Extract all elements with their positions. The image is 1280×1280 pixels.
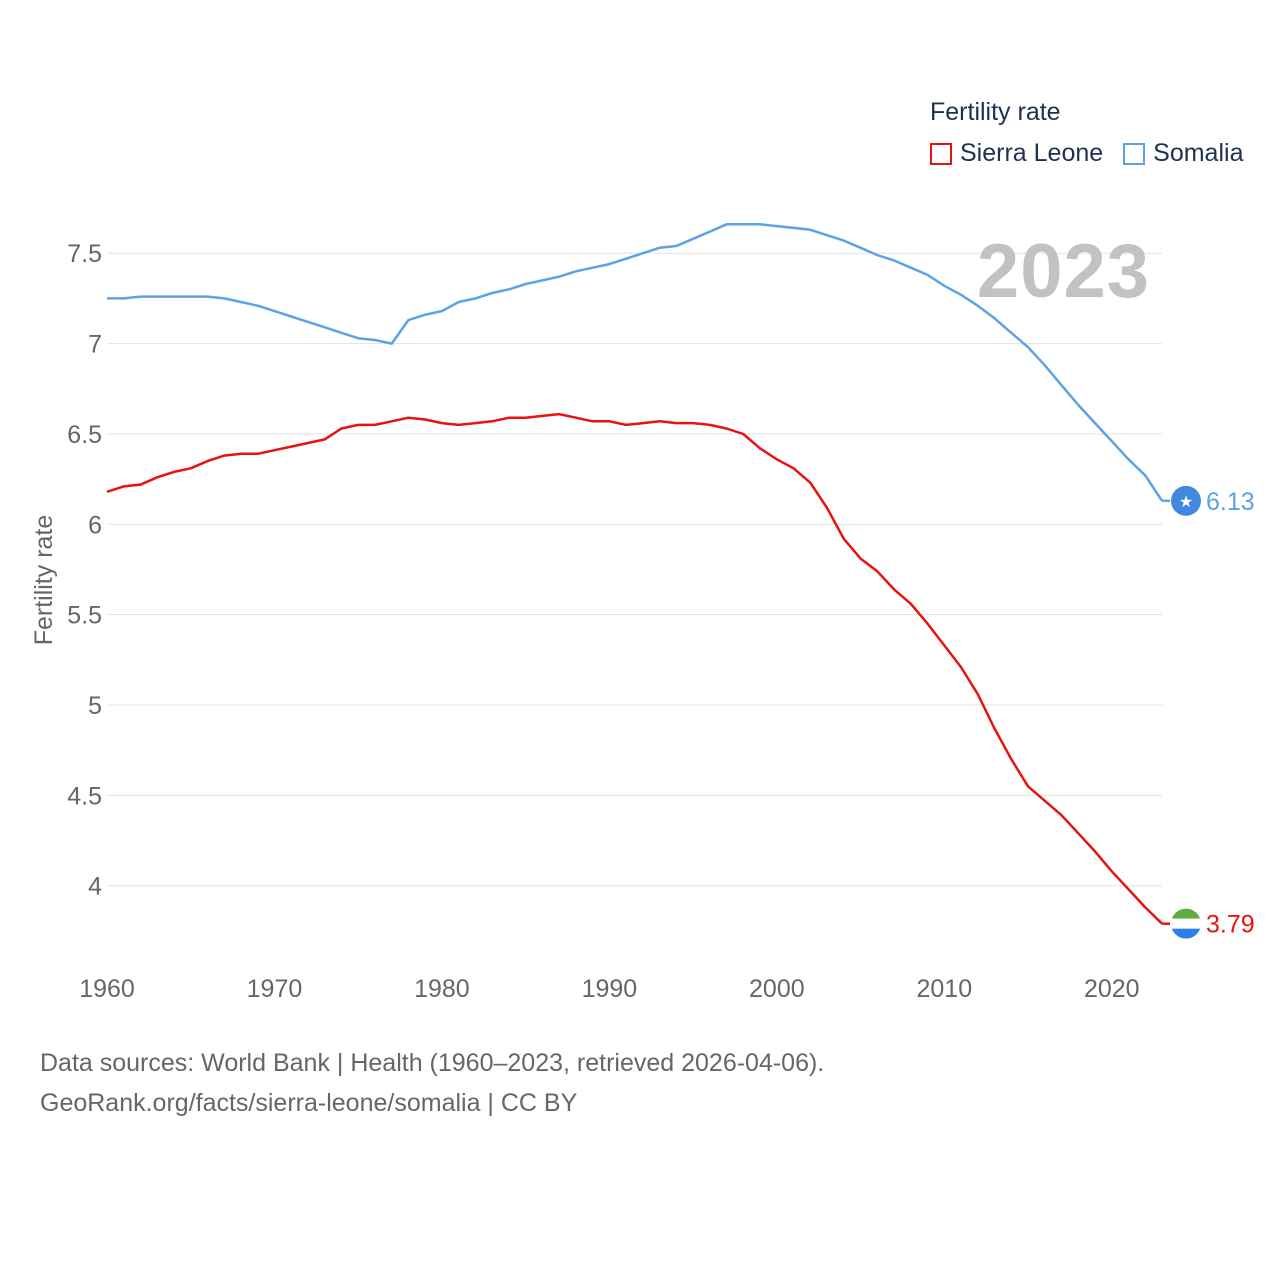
data-source-note: Data sources: World Bank | Health (1960–… <box>40 1049 825 1077</box>
legend-swatch-sierra-leone <box>930 142 952 165</box>
x-tick-label: 1990 <box>582 975 638 1003</box>
legend-item-sierra-leone[interactable]: Sierra Leone <box>930 139 1103 168</box>
x-tick-label: 2020 <box>1084 975 1140 1003</box>
y-tick-label: 6 <box>88 511 102 539</box>
x-tick-label: 1980 <box>414 975 470 1003</box>
x-tick-label: 2000 <box>749 975 805 1003</box>
flag-somalia-icon: ★ <box>1171 485 1201 516</box>
x-tick-label: 1960 <box>79 975 135 1003</box>
svg-text:★: ★ <box>1179 492 1193 511</box>
y-tick-label: 7 <box>88 331 102 359</box>
legend-item-somalia[interactable]: Somalia <box>1123 139 1243 168</box>
legend-swatch-somalia <box>1123 142 1146 165</box>
series-lines <box>106 223 1164 925</box>
end-value-label-somalia: 6.13 <box>1206 488 1255 516</box>
legend-title: Fertility rate <box>930 98 1061 126</box>
x-axis-ticks: 1960 1970 1980 1990 2000 2010 2020 <box>79 975 1139 1003</box>
y-tick-label: 6.5 <box>67 421 102 449</box>
end-value-label-sierra-leone: 3.79 <box>1206 911 1255 939</box>
series-line-sierra-leone[interactable] <box>106 412 1163 925</box>
y-axis-label: Fertility rate <box>30 515 58 646</box>
grid-lines <box>107 252 1162 887</box>
footer: Data sources: World Bank | Health (1960–… <box>40 1043 824 1123</box>
y-tick-label: 5.5 <box>67 602 102 630</box>
legend: Fertility rate Sierra Leone Somalia <box>930 98 1263 168</box>
y-tick-label: 4.5 <box>67 782 102 810</box>
flag-sierra-leone-icon <box>1171 908 1201 939</box>
series-line-somalia[interactable] <box>107 223 1164 502</box>
legend-label-sierra-leone: Sierra Leone <box>960 139 1104 167</box>
y-axis-ticks: 4 4.5 5 5.5 6 6.5 7 7.5 <box>67 240 102 900</box>
attribution-link[interactable]: GeoRank.org/facts/sierra-leone/somalia |… <box>40 1089 578 1117</box>
current-year-label: 2023 <box>976 229 1150 314</box>
x-tick-label: 1970 <box>247 975 303 1003</box>
y-tick-label: 7.5 <box>67 240 102 268</box>
x-tick-label: 2010 <box>916 975 972 1003</box>
y-tick-label: 4 <box>88 873 102 901</box>
end-markers: 3.79 ★ 6.13 <box>1162 485 1255 939</box>
legend-label-somalia: Somalia <box>1153 139 1244 167</box>
y-tick-label: 5 <box>88 692 102 720</box>
